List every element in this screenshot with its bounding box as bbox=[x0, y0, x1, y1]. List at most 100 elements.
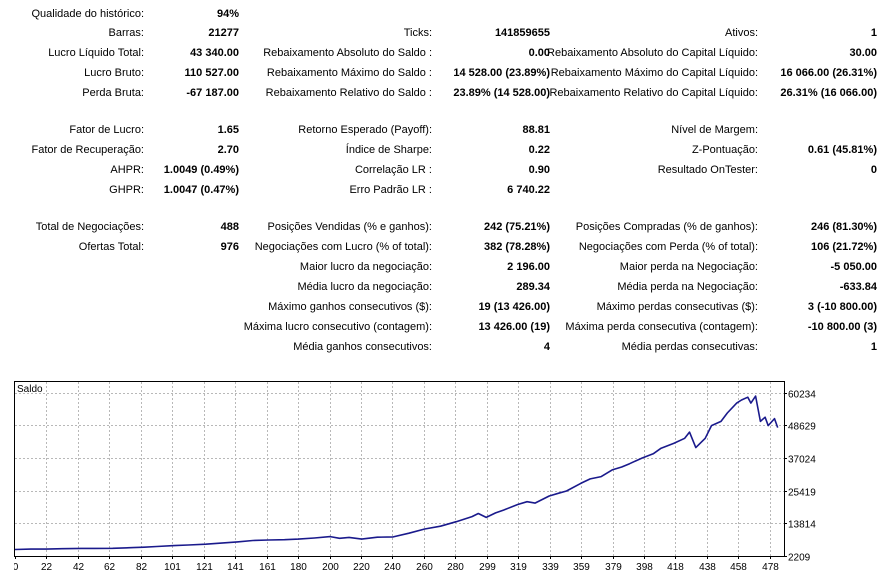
report-row: Ofertas Total: 976 Negociações com Lucro (… bbox=[0, 237, 892, 257]
stat-value: 19 (13 426.00) bbox=[478, 301, 550, 313]
balance-line bbox=[14, 395, 779, 551]
stat-value: -10 800.00 (3) bbox=[807, 321, 877, 333]
stat-label: Negociações com Lucro (% of total): bbox=[254, 241, 432, 253]
stat-value: 246 (81.30%) bbox=[810, 221, 877, 233]
plot-frame bbox=[14, 381, 785, 557]
x-tick-label: 379 bbox=[605, 562, 622, 573]
stat-value: 6 740.22 bbox=[507, 184, 550, 196]
stat-label: Rebaixamento Máximo do Capital Líquido: bbox=[550, 67, 758, 79]
stat-value: 2 196.00 bbox=[507, 261, 550, 273]
stat-label: Máximo perdas consecutivas ($): bbox=[596, 301, 758, 313]
report-stats: Qualidade do histórico: 94% Barras: 21277 Ti… bbox=[0, 4, 892, 357]
stat-label: Média ganhos consecutivos: bbox=[293, 341, 432, 353]
stat-value: 26.31% (16 066.00) bbox=[780, 87, 877, 99]
stat-label: Total de Negociações: bbox=[35, 221, 144, 233]
x-tick-label: 299 bbox=[479, 562, 496, 573]
stat-label: Máxima lucro consecutivo (contagem): bbox=[243, 321, 432, 333]
stat-value: 242 (75.21%) bbox=[483, 221, 550, 233]
x-tick-label: 141 bbox=[227, 562, 244, 573]
stat-value: 0.90 bbox=[528, 164, 550, 176]
stat-value: 0.61 (45.81%) bbox=[807, 144, 877, 156]
stat-label: Perda Bruta: bbox=[82, 87, 144, 99]
stat-value: 1 bbox=[870, 27, 877, 39]
x-tick-label: 0 bbox=[14, 562, 19, 573]
stat-label: Média lucro da negociação: bbox=[297, 281, 432, 293]
stat-label: Maior perda na Negociação: bbox=[619, 261, 758, 273]
report-row: Fator de Recuperação: 2.70 Índice de Sharp… bbox=[0, 140, 892, 160]
stat-label: Posições Vendidas (% e ganhos): bbox=[267, 221, 433, 233]
x-tick-label: 339 bbox=[542, 562, 559, 573]
stat-value: 289.34 bbox=[516, 281, 550, 293]
report-row: Barras: 21277 Ticks: 141859655 Ativos: 1 bbox=[0, 23, 892, 43]
x-tick-label: 260 bbox=[416, 562, 433, 573]
stat-value: 3 (-10 800.00) bbox=[807, 301, 877, 313]
stat-value: 14 528.00 (23.89%) bbox=[453, 67, 550, 79]
stat-value: 0.00 bbox=[528, 47, 550, 59]
x-tick-label: 418 bbox=[667, 562, 684, 573]
report-row: Maior lucro da negociação: 2 196.00 Maior … bbox=[0, 257, 892, 277]
balance-chart: 60234 48629 37024 25419 13814 2209 0 22 42 62 82 10… bbox=[14, 381, 892, 581]
stat-value: -67 187.00 bbox=[186, 87, 239, 99]
report-row: Lucro Líquido Total: 43 340.00 Rebaixament… bbox=[0, 43, 892, 63]
stat-label: Negociações com Perda (% of total): bbox=[578, 241, 758, 253]
y-tick-label: 37024 bbox=[788, 455, 816, 466]
stat-label: Ticks: bbox=[403, 27, 432, 39]
x-tick-label: 42 bbox=[73, 562, 85, 573]
stat-label: Rebaixamento Máximo do Saldo : bbox=[266, 67, 432, 79]
report-row: Média ganhos consecutivos: 4 Média perdas … bbox=[0, 337, 892, 357]
stat-label: Posições Compradas (% de ganhos): bbox=[575, 221, 758, 233]
stat-value: 94% bbox=[216, 8, 239, 20]
y-tick-label: 60234 bbox=[788, 390, 816, 401]
stat-value: 23.89% (14 528.00) bbox=[453, 87, 550, 99]
x-tick-label: 319 bbox=[510, 562, 527, 573]
balance-chart-svg: 60234 48629 37024 25419 13814 2209 0 22 42 62 82 10… bbox=[14, 381, 816, 573]
report-row: Fator de Lucro: 1.65 Retorno Esperado (Pay… bbox=[0, 120, 892, 140]
x-tick-label: 62 bbox=[104, 562, 116, 573]
x-tick-label: 359 bbox=[573, 562, 590, 573]
stat-label: Fator de Recuperação: bbox=[31, 144, 144, 156]
stat-label: Z-Pontuação: bbox=[691, 144, 758, 156]
stat-label: Índice de Sharpe: bbox=[345, 144, 432, 156]
stat-label: AHPR: bbox=[110, 164, 144, 176]
stat-value: -5 050.00 bbox=[830, 261, 877, 273]
x-tick-label: 220 bbox=[353, 562, 370, 573]
x-tick-label: 180 bbox=[290, 562, 307, 573]
stat-label: Média perda na Negociação: bbox=[617, 281, 758, 293]
stat-value: 1.0047 (0.47%) bbox=[163, 184, 239, 196]
stat-value: 141859655 bbox=[494, 27, 550, 39]
x-tick-label: 200 bbox=[322, 562, 339, 573]
x-tick-label: 82 bbox=[136, 562, 148, 573]
stat-label: Nível de Margem: bbox=[671, 124, 758, 136]
y-tick-label: 13814 bbox=[788, 520, 816, 531]
report-row: Lucro Bruto: 110 527.00 Rebaixamento Máxim… bbox=[0, 63, 892, 83]
stat-label: GHPR: bbox=[109, 184, 144, 196]
stat-label: Máximo ganhos consecutivos ($): bbox=[268, 301, 432, 313]
x-tick-label: 22 bbox=[41, 562, 53, 573]
stat-label: Barras: bbox=[108, 27, 144, 39]
report-row: AHPR: 1.0049 (0.49%) Correlação LR : 0.90 Re… bbox=[0, 160, 892, 180]
report-row: Média lucro da negociação: 289.34 Média pe… bbox=[0, 277, 892, 297]
stat-label: Rebaixamento Relativo do Saldo : bbox=[265, 87, 432, 99]
stat-value: 1.0049 (0.49%) bbox=[163, 164, 239, 176]
x-tick-label: 280 bbox=[447, 562, 464, 573]
stat-value: 13 426.00 (19) bbox=[478, 321, 550, 333]
x-tick-label: 478 bbox=[762, 562, 779, 573]
stat-value: 43 340.00 bbox=[190, 47, 239, 59]
stat-value: 88.81 bbox=[522, 124, 550, 136]
stat-value: 21277 bbox=[208, 27, 239, 39]
x-tick-label: 240 bbox=[384, 562, 401, 573]
x-tick-label: 438 bbox=[699, 562, 716, 573]
stat-value: -633.84 bbox=[839, 281, 877, 293]
stat-label: Média perdas consecutivas: bbox=[621, 341, 758, 353]
stat-label: Rebaixamento Absoluto do Saldo : bbox=[263, 47, 432, 59]
stat-value: 110 527.00 bbox=[184, 67, 239, 79]
stat-value: 106 (21.72%) bbox=[810, 241, 877, 253]
x-tick-label: 121 bbox=[196, 562, 213, 573]
stat-label: Rebaixamento Absoluto do Capital Líquido… bbox=[547, 47, 758, 59]
stat-label: Fator de Lucro: bbox=[69, 124, 144, 136]
report-row: Qualidade do histórico: 94% bbox=[0, 4, 892, 24]
stat-value: 4 bbox=[543, 341, 550, 353]
stat-value: 0 bbox=[870, 164, 877, 176]
stat-label: Qualidade do histórico: bbox=[31, 8, 144, 20]
stat-value: 1 bbox=[870, 341, 877, 353]
